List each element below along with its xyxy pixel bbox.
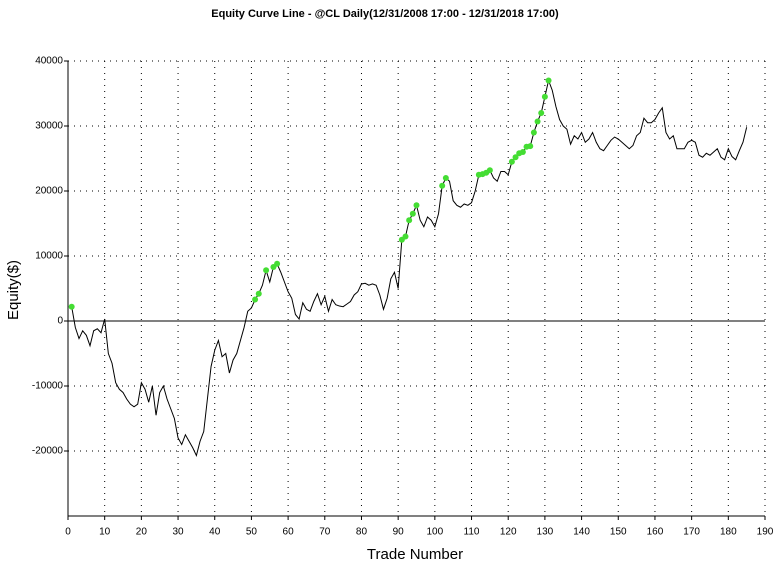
new-high-marker <box>538 110 545 116</box>
x-tick-label: 170 <box>683 527 700 538</box>
x-tick-label: 50 <box>246 527 258 538</box>
y-tick-label: -20000 <box>32 446 64 457</box>
x-tick-label: 40 <box>209 527 221 538</box>
x-tick-label: 190 <box>757 527 774 538</box>
new-high-marker <box>68 303 75 310</box>
new-high-marker <box>413 202 420 209</box>
x-tick-label: 80 <box>356 527 368 538</box>
x-tick-label: 30 <box>172 527 184 538</box>
new-high-marker <box>545 77 552 84</box>
y-tick-label: 0 <box>57 316 63 327</box>
x-tick-label: 20 <box>136 527 148 538</box>
x-tick-label: 130 <box>537 527 554 538</box>
x-tick-label: 90 <box>393 527 405 538</box>
y-axis-title: Equity($) <box>5 260 22 320</box>
y-tick-label: 20000 <box>35 186 63 197</box>
new-high-marker <box>512 154 519 161</box>
x-tick-label: 0 <box>65 527 71 538</box>
x-tick-label: 180 <box>720 527 737 538</box>
new-high-marker <box>252 296 259 303</box>
x-tick-label: 160 <box>647 527 664 538</box>
x-tick-label: 140 <box>573 527 590 538</box>
new-high-marker <box>486 167 493 174</box>
new-high-marker <box>263 267 270 274</box>
x-axis-title: Trade Number <box>367 546 463 563</box>
new-high-marker <box>439 182 446 189</box>
new-high-marker <box>409 210 416 217</box>
x-tick-label: 120 <box>500 527 517 538</box>
new-high-marker <box>530 129 537 136</box>
y-tick-label: 30000 <box>35 121 63 132</box>
x-tick-label: 70 <box>319 527 331 538</box>
chart-title: Equity Curve Line - @CL Daily(12/31/2008… <box>211 8 559 20</box>
x-tick-label: 110 <box>464 527 480 538</box>
new-high-marker <box>255 290 262 297</box>
new-high-marker <box>442 175 449 181</box>
new-high-marker <box>519 149 526 155</box>
new-high-marker <box>534 118 541 125</box>
x-tick-label: 60 <box>283 527 295 538</box>
x-tick-label: 10 <box>99 527 111 538</box>
new-high-marker <box>406 217 413 224</box>
new-high-marker <box>402 233 409 240</box>
x-tick-label: 150 <box>610 527 627 538</box>
new-high-marker <box>274 260 281 267</box>
new-high-marker <box>527 143 534 150</box>
new-high-marker <box>508 158 515 165</box>
y-tick-label: 40000 <box>35 56 63 67</box>
x-tick-label: 100 <box>426 527 443 538</box>
new-high-marker <box>541 93 548 100</box>
y-tick-label: 10000 <box>35 251 63 262</box>
y-tick-label: -10000 <box>32 381 64 392</box>
